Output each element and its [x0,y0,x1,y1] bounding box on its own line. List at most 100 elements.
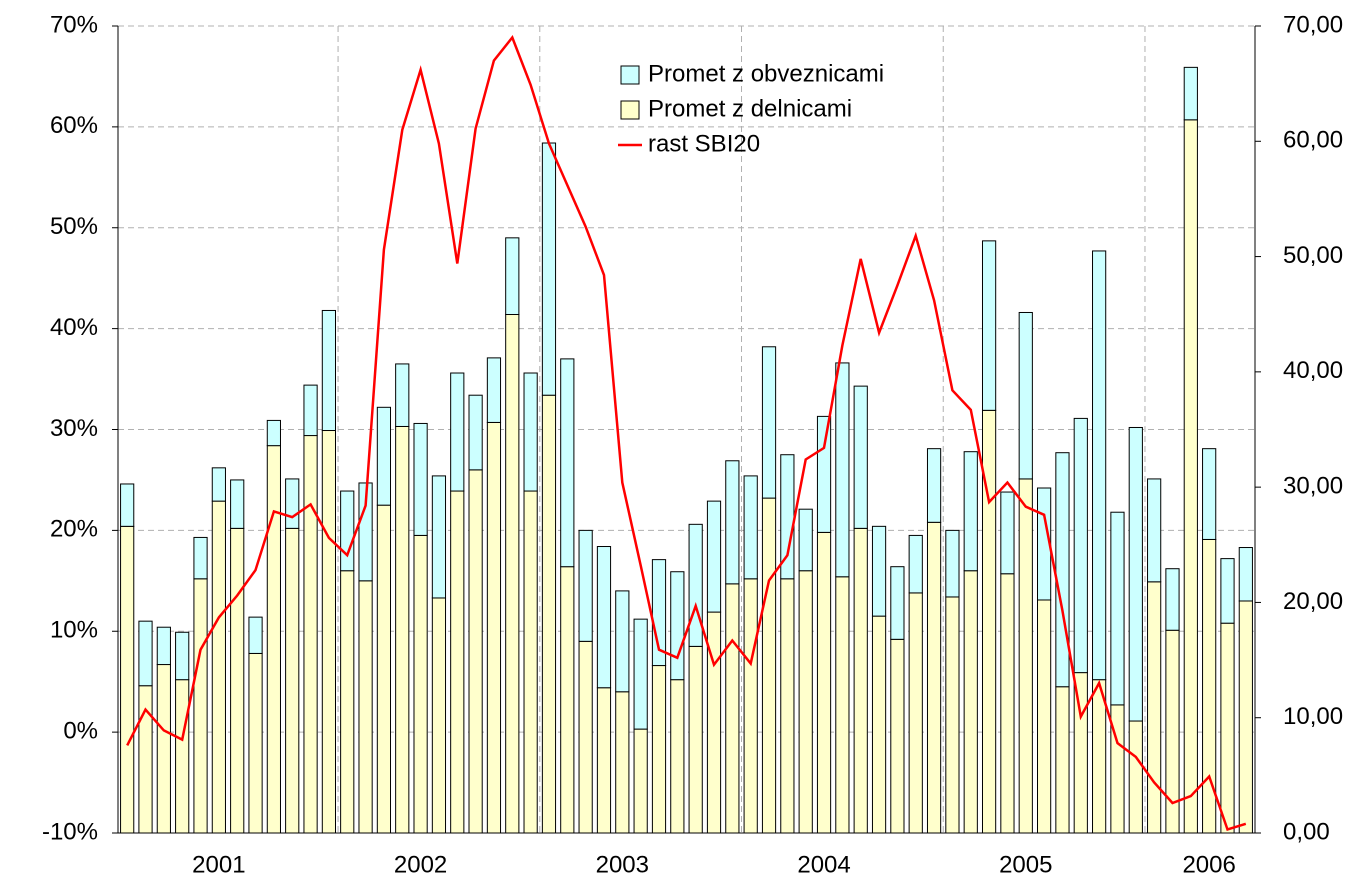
bar [1220,622,1235,834]
bar [1000,573,1015,834]
legend-swatch [620,65,640,85]
bar [908,534,923,594]
bar [633,728,648,834]
bar [248,652,263,834]
bar [1147,478,1162,583]
y2-tick-label: 70,00 [1283,11,1343,38]
bar [321,309,336,432]
bar [266,419,281,447]
bar [1110,511,1125,706]
bar [725,583,740,834]
line [126,35,1247,832]
bar [156,664,171,834]
bar [798,570,813,834]
bar [1220,558,1235,624]
bar [1183,66,1198,121]
bar [358,482,373,582]
bar [523,490,538,834]
y-tick-label: 0% [63,717,98,744]
bar [615,590,630,693]
y2-tick-label: 0,00 [1283,818,1330,845]
x-tick-label: 2006 [1182,851,1235,878]
bar [340,490,355,572]
bar [175,631,190,681]
x-tick-label: 2005 [999,851,1052,878]
bar [560,566,575,834]
bar [1128,426,1143,722]
bar [853,527,868,834]
bar [230,479,245,529]
bar [230,527,245,834]
bar [541,142,557,396]
bar [816,531,832,834]
legend-label: rast SBI20 [648,130,760,157]
bar [211,500,226,834]
bar [376,504,392,834]
bar [871,525,887,617]
y2-tick-label: 40,00 [1283,357,1343,384]
x-tick-label: 2001 [192,851,245,878]
bar [1018,478,1033,834]
bar [945,596,960,834]
bar [303,384,318,437]
bar [1092,250,1107,681]
bar [285,527,300,834]
y-tick-label: -10% [42,818,98,845]
bar [1183,119,1198,834]
bar [725,460,740,585]
bar [486,421,502,834]
y2-tick-label: 60,00 [1283,127,1343,154]
y-tick-label: 60% [50,112,98,139]
bar [761,497,777,834]
bar [835,362,850,578]
bar [303,435,318,834]
bar [688,645,703,834]
bar [743,475,758,580]
bar [193,536,208,580]
bar [853,385,868,529]
legend-label: Promet z obveznicami [648,60,884,87]
bar [1037,599,1052,834]
y2-tick-label: 30,00 [1283,472,1343,499]
bar [285,478,300,529]
bar [541,394,557,834]
bar [376,406,392,506]
bar [1128,720,1143,834]
x-tick-label: 2002 [394,851,447,878]
bar [706,500,722,613]
bar [266,445,281,834]
bar [413,422,428,536]
bar [395,363,410,427]
bar [633,618,648,730]
bar [578,529,593,642]
y-tick-label: 10% [50,617,98,644]
bar [138,620,153,687]
bar [1165,568,1180,631]
bar [413,534,428,834]
bar [1055,452,1070,688]
bar [1202,448,1217,540]
bar [1238,600,1253,834]
bar [761,346,777,499]
bar [1092,679,1107,834]
y-tick-label: 70% [50,11,98,38]
bar [1147,581,1162,834]
bar [505,314,520,834]
bar [963,570,978,834]
bar [248,616,263,654]
bar [523,372,538,492]
bar [450,490,465,834]
bar [468,394,483,471]
bar [560,358,575,568]
bar [651,665,667,834]
legend-swatch [620,100,640,120]
bar [780,578,795,834]
bar [688,523,703,647]
bar [908,592,923,834]
bar [890,566,905,640]
bar [193,578,208,834]
bar [1073,417,1088,674]
bar [1000,491,1015,575]
